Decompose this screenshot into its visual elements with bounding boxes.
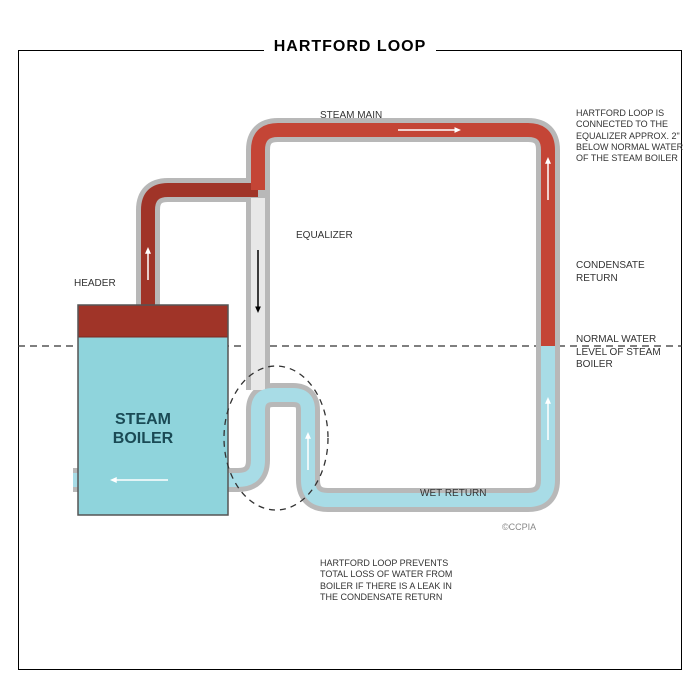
note-bottom: HARTFORD LOOP PREVENTS TOTAL LOSS OF WAT…: [320, 558, 470, 603]
label-condensate-return: CONDENSATE RETURN: [576, 260, 686, 285]
boiler-label-line1: STEAM: [88, 410, 198, 429]
label-header: HEADER: [74, 278, 116, 291]
label-wet-return: WET RETURN: [420, 488, 486, 501]
header-pipe: [148, 190, 258, 305]
copyright: ©CCPIA: [502, 522, 536, 533]
note-top: HARTFORD LOOP IS CONNECTED TO THE EQUALI…: [576, 108, 691, 164]
boiler-steam-space: [78, 305, 228, 337]
boiler-label-line2: BOILER: [88, 429, 198, 448]
label-normal-water: NORMAL WATER LEVEL OF STEAM BOILER: [576, 334, 686, 372]
label-steam-main: STEAM MAIN: [320, 110, 382, 123]
boiler-label: STEAM BOILER: [88, 410, 198, 448]
diagram-title: HARTFORD LOOP: [264, 38, 437, 56]
label-equalizer: EQUALIZER: [296, 230, 353, 243]
